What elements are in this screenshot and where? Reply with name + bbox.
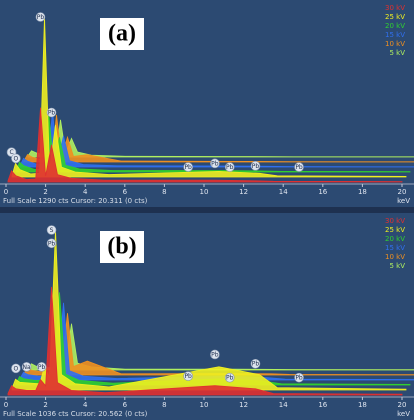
panel-title: (b)	[107, 234, 136, 260]
peak-label: Pb	[48, 110, 56, 117]
x-axis-label: keV	[397, 197, 410, 205]
legend-entry: 5 kV	[389, 49, 405, 57]
title-box	[100, 18, 144, 50]
x-tick-label: 16	[318, 188, 327, 196]
x-tick-label: 20	[398, 188, 407, 196]
x-tick-label: 8	[162, 188, 166, 196]
legend-entry: 10 kV	[385, 40, 405, 48]
legend-entry: 15 kV	[385, 244, 405, 252]
peak-marker	[294, 162, 304, 172]
spectrum	[7, 286, 403, 396]
x-tick-label: 10	[200, 401, 209, 409]
peak-marker	[46, 225, 57, 235]
peak-marker	[224, 162, 235, 172]
peak-marker	[21, 362, 32, 372]
x-tick-label: 12	[239, 401, 248, 409]
legend-entry: 25 kV	[385, 13, 405, 21]
x-tick-label: 2	[43, 188, 47, 196]
peak-marker	[46, 107, 57, 118]
peak-label: C	[9, 149, 13, 156]
x-tick-label: 4	[83, 401, 88, 409]
footer: Full Scale 1036 cts Cursor: 20.562 (0 ct…	[3, 410, 148, 418]
peak-marker	[36, 362, 47, 372]
x-tick-label: 18	[358, 188, 367, 196]
x-tick-label: 14	[279, 401, 288, 409]
spectrum	[7, 107, 403, 183]
peak-label: Pb	[295, 375, 303, 382]
peak-label: Pb	[252, 163, 260, 170]
peak-label: Pb	[295, 164, 303, 171]
peak-label: Pb	[38, 364, 46, 371]
legend-entry: 30 kV	[385, 217, 405, 225]
peak-label: Pb	[184, 373, 192, 380]
title-box	[100, 231, 144, 263]
peak-marker	[250, 161, 261, 171]
legend-entry: 15 kV	[385, 31, 405, 39]
peak-marker	[11, 153, 21, 164]
legend-entry: 20 kV	[385, 235, 405, 243]
peak-marker	[294, 372, 304, 383]
panel-title: (a)	[108, 21, 136, 47]
legend-entry: 30 kV	[385, 4, 405, 12]
peak-marker	[210, 158, 220, 169]
x-tick-label: 18	[358, 401, 367, 409]
peak-label: Pb	[184, 164, 192, 171]
peak-marker	[11, 363, 21, 374]
x-tick-label: 2	[43, 401, 47, 409]
x-tick-label: 4	[83, 188, 88, 196]
peak-marker	[35, 12, 46, 22]
x-tick-label: 0	[4, 401, 8, 409]
x-tick-label: 12	[239, 188, 248, 196]
peak-marker	[250, 358, 261, 369]
x-tick-label: 14	[279, 188, 288, 196]
x-tick-label: 6	[123, 401, 128, 409]
peak-label: Pb	[37, 14, 45, 21]
x-axis-label: keV	[397, 410, 410, 418]
x-tick-label: 20	[398, 401, 407, 409]
peak-label: Pb	[252, 361, 260, 368]
peak-marker	[183, 162, 193, 172]
x-tick-label: 6	[123, 188, 128, 196]
x-tick-label: 16	[318, 401, 327, 409]
x-tick-label: 8	[162, 401, 166, 409]
peak-marker	[210, 349, 220, 360]
legend-entry: 25 kV	[385, 226, 405, 234]
x-tick-label: 10	[200, 188, 209, 196]
legend-entry: 10 kV	[385, 253, 405, 261]
peak-marker	[183, 371, 193, 381]
peak-label: Pb	[226, 375, 234, 382]
peak-label: Pb	[211, 160, 219, 167]
peak-label: O	[14, 155, 19, 162]
peak-label: O	[14, 365, 19, 372]
peak-marker	[46, 238, 57, 249]
x-tick-label: 0	[4, 188, 8, 196]
legend-entry: 20 kV	[385, 22, 405, 30]
peak-label: Na	[23, 364, 31, 371]
peak-marker	[224, 372, 235, 383]
legend-entry: 5 kV	[389, 262, 405, 270]
peak-label: Pb	[48, 240, 56, 247]
peak-label: S	[50, 227, 54, 234]
peak-label: Pb	[211, 351, 219, 358]
peak-label: Pb	[226, 164, 234, 171]
footer: Full Scale 1290 cts Cursor: 20.311 (0 ct…	[3, 197, 148, 205]
